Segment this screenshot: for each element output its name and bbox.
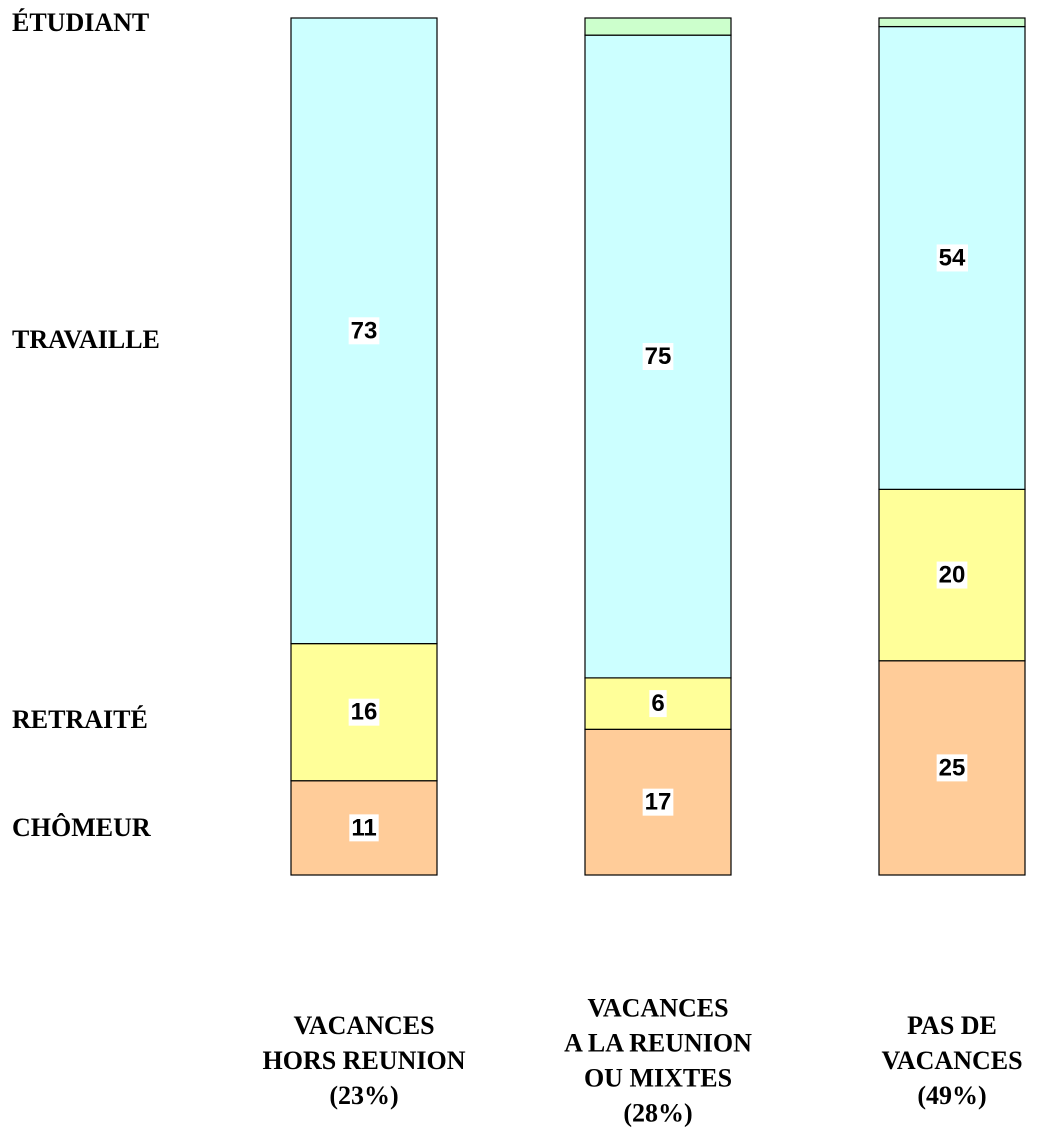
series-label: TRAVAILLE (12, 325, 160, 354)
data-label-bg (348, 317, 380, 345)
x-tick-label: PAS DE (907, 1011, 997, 1040)
x-tick-label: VACANCES (881, 1046, 1022, 1075)
x-tick-label: OU MIXTES (584, 1063, 732, 1092)
data-label-bg (642, 343, 674, 371)
data-label-bg (348, 698, 380, 726)
data-label-text: 6 (651, 690, 664, 717)
data-label: 6 (649, 690, 667, 718)
x-tick-label: VACANCES (587, 993, 728, 1022)
data-label-bg (936, 561, 968, 589)
data-label-text: 75 (645, 343, 672, 370)
x-tick-label: (28%) (623, 1098, 692, 1127)
data-label-bg (649, 690, 667, 718)
x-tick-label: HORS REUNION (263, 1046, 466, 1075)
x-tick-label: (49%) (917, 1081, 986, 1110)
series-label: ÉTUDIANT (12, 8, 149, 37)
data-label: 20 (936, 561, 968, 589)
x-tick-label: A LA REUNION (564, 1028, 752, 1057)
data-label-text: 20 (939, 562, 966, 589)
data-label: 16 (348, 698, 380, 726)
data-label: 75 (642, 343, 674, 371)
data-label-bg (936, 244, 968, 272)
series-label: CHÔMEUR (12, 813, 151, 842)
series-label: RETRAITÉ (12, 705, 148, 734)
data-label-text: 73 (351, 317, 378, 344)
x-tick-label: VACANCES (293, 1011, 434, 1040)
data-label-text: 25 (939, 754, 966, 781)
data-label: 54 (936, 244, 968, 272)
data-label-text: 11 (351, 814, 376, 841)
bar-segment (584, 17, 732, 36)
data-label-text: 17 (645, 789, 672, 816)
data-label: 25 (936, 754, 968, 782)
data-label: 73 (348, 317, 380, 345)
data-label-bg (642, 788, 674, 816)
data-label-bg (936, 754, 968, 782)
x-tick-label: (23%) (329, 1081, 398, 1110)
data-label: 17 (642, 788, 674, 816)
data-label: 11 (349, 814, 379, 842)
data-label-text: 16 (351, 699, 378, 726)
data-label-bg (349, 814, 379, 842)
data-label-text: 54 (939, 244, 966, 271)
bar-segment (878, 17, 1026, 28)
